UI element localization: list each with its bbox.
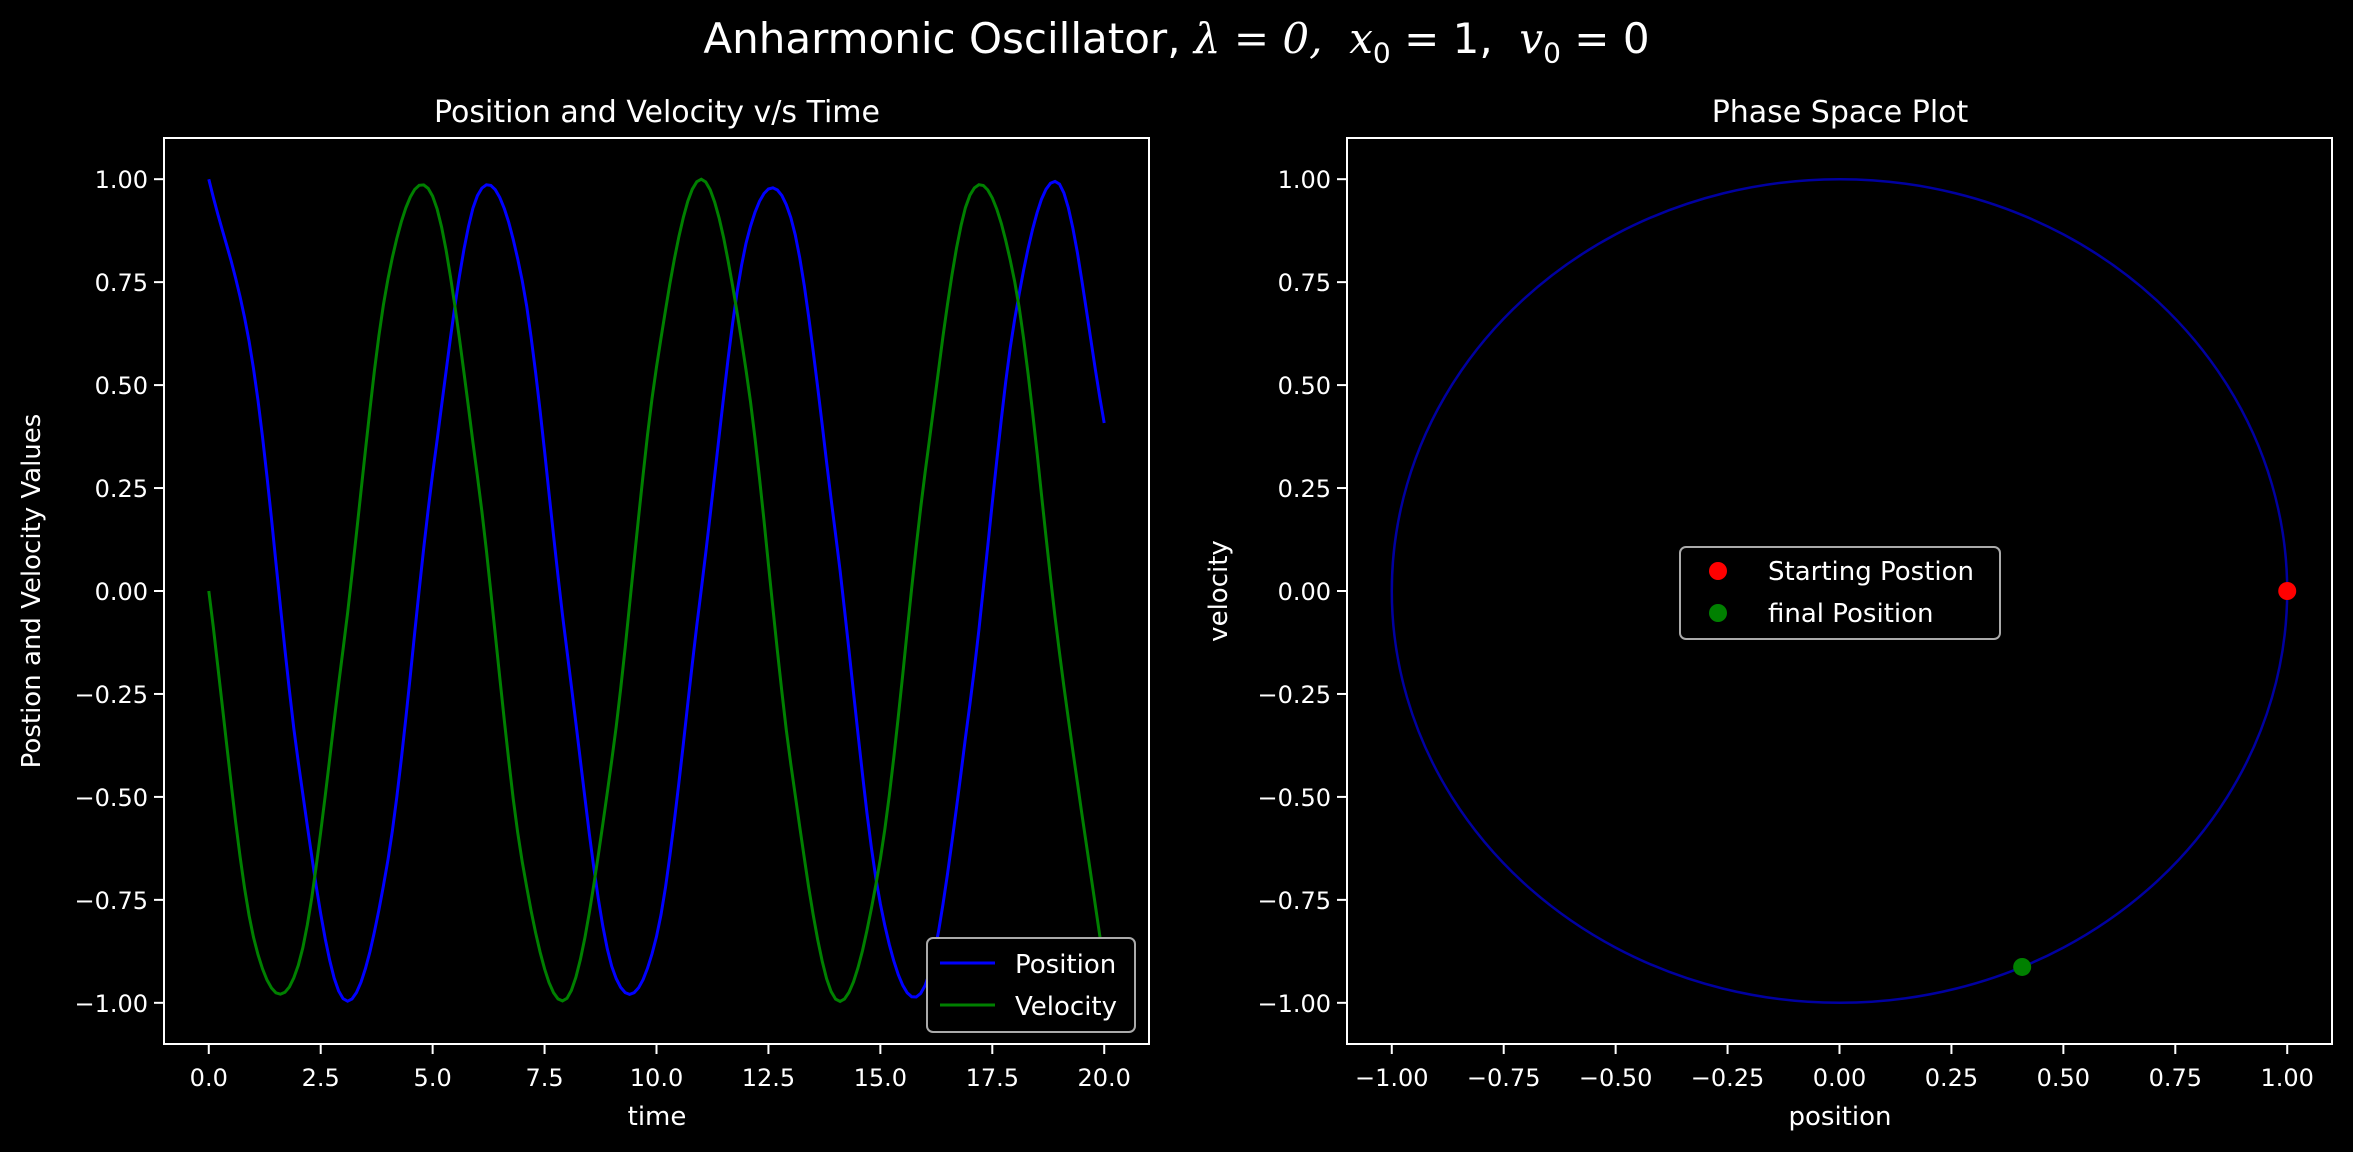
chart2-y-label: velocity [1204, 540, 1234, 642]
chart2-x-tick-label: −0.25 [1691, 1064, 1765, 1092]
point-starting-postion [2278, 582, 2297, 600]
phase-trajectory-line [1390, 177, 2289, 1005]
chart1-y-tick-label: −1.00 [74, 990, 148, 1018]
chart2-x-tick-label: 0.75 [2149, 1064, 2202, 1092]
chart1-y-tick-label: 0.75 [95, 269, 148, 297]
chart1-x-tick-label: 12.5 [742, 1064, 795, 1092]
chart2-legend: Starting Postion final Position [1679, 546, 2001, 640]
chart2-x-tick-label: −1.00 [1355, 1064, 1429, 1092]
chart1-x-label: time [628, 1102, 687, 1132]
chart1-legend: Position Velocity [926, 937, 1136, 1033]
legend-marker-final [1709, 604, 1727, 622]
chart2-y-tick-label: −0.50 [1257, 784, 1331, 812]
chart2-points [2013, 582, 2297, 976]
chart2-x-tick-label: −0.75 [1467, 1064, 1541, 1092]
chart2-y-tick-label: 0.75 [1278, 269, 1331, 297]
chart2-x-tick-label: 0.25 [1925, 1064, 1978, 1092]
chart2-y-tick-label: −0.25 [1257, 681, 1331, 709]
chart1-x-ticks: 0.0 2.5 5.0 7.5 10.0 12.5 15.0 17.5 20.0 [190, 1044, 1131, 1092]
series-line-position [207, 178, 1106, 1003]
chart1-y-ticks: 1.00 0.75 0.50 0.25 0.00 −0.25 −0.50 −0.75 −1.00 [74, 166, 164, 1018]
chart2-y-tick-label: 0.00 [1278, 578, 1331, 606]
legend-marker-start [1709, 562, 1727, 580]
chart2-y-tick-label: 1.00 [1278, 166, 1331, 194]
chart2-legend-box [1679, 546, 2001, 640]
chart1-y-tick-label: −0.50 [74, 784, 148, 812]
chart1-x-tick-label: 10.0 [630, 1064, 683, 1092]
chart1-x-tick-label: 0.0 [190, 1064, 228, 1092]
chart2-y-tick-label: 0.50 [1278, 372, 1331, 400]
chart2-x-tick-label: 0.50 [2037, 1064, 2090, 1092]
chart2-x-tick-label: 0.00 [1813, 1064, 1866, 1092]
chart1-x-tick-label: 17.5 [966, 1064, 1019, 1092]
legend-label-position: Position [1015, 950, 1116, 980]
chart1-y-label: Postion and Velocity Values [17, 414, 47, 769]
chart1-x-tick-label: 7.5 [525, 1064, 563, 1092]
title-x0-var: x [1349, 14, 1373, 63]
chart1-y-tick-label: −0.25 [74, 681, 148, 709]
chart1-y-tick-label: 0.50 [95, 372, 148, 400]
chart2-y-tick-label: −0.75 [1257, 887, 1331, 915]
legend-label-velocity: Velocity [1015, 992, 1117, 1022]
title-v0-var: v [1519, 14, 1544, 63]
chart2-x-label: position [1789, 1102, 1892, 1132]
chart1-x-tick-label: 20.0 [1078, 1064, 1131, 1092]
title-x0-val: = 1, [1390, 14, 1493, 63]
point-final-position [2013, 957, 2032, 976]
title-text: Anharmonic Oscillator, [703, 14, 1194, 63]
title-x0-sub: 0 [1372, 36, 1391, 70]
chart1-x-tick-label: 5.0 [414, 1064, 452, 1092]
chart1-y-tick-label: 0.25 [95, 475, 148, 503]
chart2-y-ticks: 1.00 0.75 0.50 0.25 0.00 −0.25 −0.50 −0.75 −1.00 [1257, 166, 1347, 1018]
chart2-x-tick-label: 1.00 [2261, 1064, 2314, 1092]
chart2-title: Phase Space Plot [1712, 95, 1969, 130]
chart1-y-tick-label: 1.00 [95, 166, 148, 194]
chart1-lines [207, 177, 1106, 1004]
title-v0-val: = 0 [1560, 14, 1650, 63]
legend-label-start: Starting Postion [1768, 557, 1974, 587]
title-v0-sub: 0 [1543, 36, 1561, 70]
chart2-x-tick-label: −0.50 [1579, 1064, 1653, 1092]
chart1-y-tick-label: −0.75 [74, 887, 148, 915]
chart1-plot-area [163, 137, 1150, 1045]
chart2-y-tick-label: −1.00 [1257, 990, 1331, 1018]
chart2-y-tick-label: 0.25 [1278, 475, 1331, 503]
chart1-title: Position and Velocity v/s Time [434, 95, 880, 130]
series-line-velocity [207, 177, 1106, 1004]
chart1-x-tick-label: 2.5 [302, 1064, 340, 1092]
chart2-trajectory [1390, 177, 2289, 1005]
title-lambda: λ = 0, [1193, 14, 1323, 63]
chart2-x-ticks: −1.00 −0.75 −0.50 −0.25 0.00 0.25 0.50 0.75 1.00 [1355, 1044, 2314, 1092]
figure-title: Anharmonic Oscillator, λ = 0, x0 = 1, v0… [0, 14, 2353, 69]
chart1-y-tick-label: 0.00 [95, 578, 148, 606]
chart1-x-tick-label: 15.0 [854, 1064, 907, 1092]
legend-label-final: final Position [1768, 599, 1934, 629]
